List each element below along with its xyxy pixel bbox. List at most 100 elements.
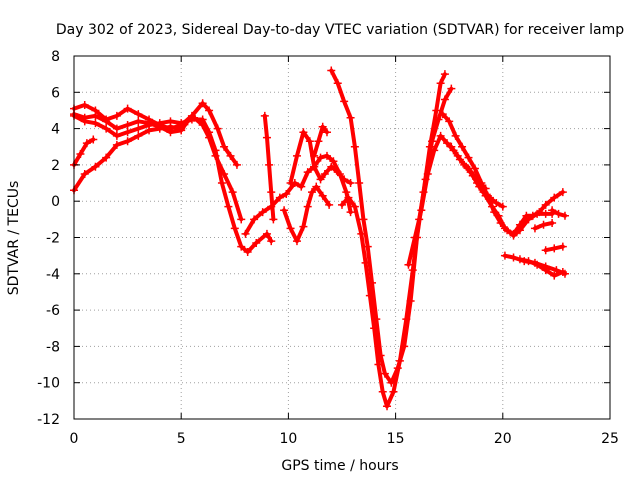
- data-point-marker: [464, 164, 473, 173]
- data-point-marker: [447, 142, 456, 151]
- data-point-marker: [498, 202, 507, 211]
- data-point-marker: [548, 206, 557, 215]
- data-point-marker: [423, 169, 432, 178]
- data-point-marker: [91, 119, 100, 128]
- data-point-marker: [250, 215, 259, 224]
- series-track-d: [70, 135, 98, 169]
- data-point-marker: [230, 224, 239, 233]
- data-point-marker: [515, 255, 524, 264]
- data-point-marker: [220, 142, 229, 151]
- data-point-marker: [305, 137, 314, 146]
- data-point-marker: [299, 128, 308, 137]
- data-point-marker: [503, 226, 512, 235]
- data-point-marker: [280, 206, 289, 215]
- data-point-marker: [558, 267, 567, 276]
- data-point-marker: [325, 200, 334, 209]
- data-point-marker: [357, 229, 366, 238]
- data-point-marker: [417, 206, 426, 215]
- data-point-marker: [228, 188, 237, 197]
- x-tick-label: 5: [177, 431, 186, 447]
- data-point-marker: [389, 387, 398, 396]
- data-point-marker: [112, 131, 121, 140]
- data-point-marker: [340, 97, 349, 106]
- data-point-marker: [237, 215, 246, 224]
- data-point-marker: [243, 248, 252, 257]
- data-point-marker: [237, 242, 246, 251]
- x-tick-label: 15: [387, 431, 405, 447]
- data-point-marker: [541, 266, 550, 275]
- series-line: [312, 124, 329, 158]
- data-point-marker: [404, 260, 413, 269]
- data-point-marker: [485, 193, 494, 202]
- data-point-marker: [269, 215, 278, 224]
- data-point-marker: [205, 106, 214, 115]
- data-point-marker: [82, 139, 91, 148]
- series-track-g: [260, 111, 278, 224]
- data-point-marker: [123, 104, 132, 113]
- data-point-marker: [438, 110, 447, 119]
- x-tick-label: 25: [601, 431, 619, 447]
- data-point-marker: [123, 120, 132, 129]
- data-point-marker: [370, 324, 379, 333]
- data-point-marker: [509, 253, 518, 262]
- data-point-marker: [80, 101, 89, 110]
- y-tick-label: -8: [46, 339, 60, 355]
- data-point-marker: [550, 244, 559, 253]
- data-point-marker: [410, 233, 419, 242]
- data-point-marker: [316, 175, 325, 184]
- data-point-marker: [213, 124, 222, 133]
- series-line: [340, 86, 454, 409]
- series-track-u: [541, 242, 567, 255]
- data-point-marker: [515, 220, 524, 229]
- plot-area: [70, 66, 569, 411]
- data-point-marker: [322, 128, 331, 137]
- data-point-marker: [217, 179, 226, 188]
- x-tick-label: 10: [279, 431, 297, 447]
- data-point-marker: [314, 137, 323, 146]
- data-point-marker: [318, 122, 327, 131]
- x-tick-label: 0: [70, 431, 79, 447]
- data-point-marker: [451, 131, 460, 140]
- series-line: [72, 137, 96, 167]
- series-track-p: [464, 164, 490, 193]
- data-point-marker: [232, 160, 241, 169]
- data-point-marker: [338, 200, 346, 209]
- data-point-marker: [443, 139, 452, 148]
- data-point-marker: [134, 117, 143, 126]
- axes: 0 5 10 15 20 25 -12 -10 -8 -6 -4 -2 0 2 4 6 8: [37, 49, 619, 447]
- data-point-marker: [292, 237, 301, 246]
- data-point-marker: [303, 202, 312, 211]
- y-tick-label: -10: [37, 376, 60, 392]
- data-point-marker: [340, 175, 349, 184]
- data-point-marker: [177, 119, 186, 128]
- data-point-marker: [342, 188, 351, 197]
- data-point-marker: [91, 111, 100, 120]
- data-point-marker: [558, 188, 567, 197]
- data-point-marker: [453, 151, 462, 160]
- data-point-marker: [267, 237, 276, 246]
- data-point-marker: [408, 266, 417, 275]
- data-point-marker: [350, 202, 359, 211]
- data-point-marker: [292, 151, 301, 160]
- data-point-marker: [303, 168, 312, 177]
- data-point-marker: [310, 151, 319, 160]
- data-point-marker: [430, 146, 439, 155]
- data-point-marker: [211, 146, 220, 155]
- data-point-marker: [395, 356, 404, 365]
- data-point-marker: [550, 193, 559, 202]
- series-track-s: [530, 218, 557, 233]
- data-point-marker: [258, 208, 267, 217]
- data-point-marker: [312, 182, 321, 191]
- series-track-h: [280, 182, 334, 246]
- data-point-marker: [299, 222, 308, 231]
- data-point-marker: [145, 120, 154, 129]
- y-axis-title: SDTVAR / TECUs: [6, 181, 22, 296]
- data-point-marker: [102, 124, 111, 133]
- data-point-marker: [102, 117, 111, 126]
- series-track-l: [338, 84, 456, 411]
- data-point-marker: [198, 99, 207, 108]
- data-point-marker: [89, 135, 98, 144]
- data-point-marker: [346, 179, 355, 188]
